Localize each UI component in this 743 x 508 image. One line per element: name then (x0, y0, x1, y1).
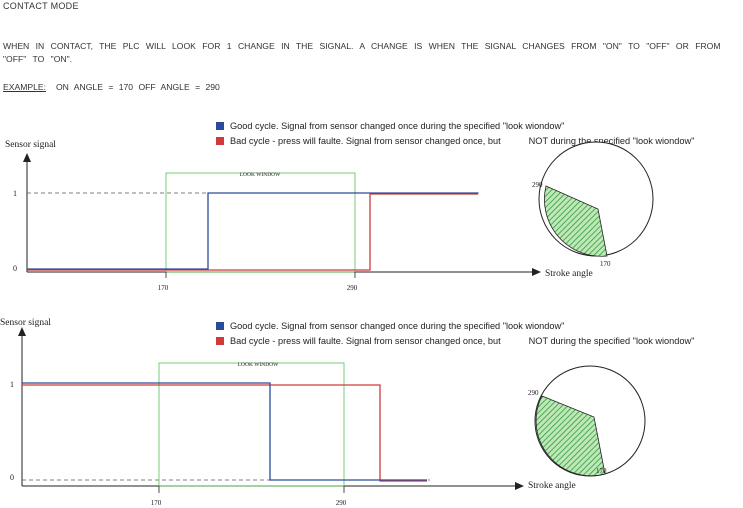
y-tick-high: 1 (13, 189, 17, 198)
look-window (158, 362, 345, 487)
legend-bad-text-2: NOT during the specified "look wiondow" (528, 336, 695, 346)
look-window-label: LOOK WINDOW (238, 362, 279, 368)
window-start-label: 170 (158, 284, 169, 292)
bad-cycle-signal (22, 384, 427, 482)
good-cycle-signal (27, 192, 478, 270)
y-axis-label: Sensor signal (0, 318, 51, 328)
y-axis-arrow (18, 327, 26, 336)
legend-bad-bottom: Bad cycle - press will faulte. Signal fr… (216, 336, 694, 346)
window-start-label: 170 (151, 499, 162, 507)
y-tick-low: 0 (13, 264, 17, 273)
legend-bad-swatch (216, 137, 224, 145)
window-end-label: 290 (347, 284, 358, 292)
look-window-sector (544, 185, 608, 257)
example-text: ON ANGLE = 170 OFF ANGLE = 290 (56, 82, 220, 92)
mode-description: WHEN IN CONTACT, THE PLC WILL LOOK FOR 1… (3, 41, 721, 64)
window-end-label: 290 (336, 499, 347, 507)
good-cycle-signal (22, 382, 427, 481)
look-window-label: LOOK WINDOW (240, 172, 281, 178)
look-window (165, 172, 356, 273)
example-line: EXAMPLE: ON ANGLE = 170 OFF ANGLE = 290 (3, 82, 220, 92)
legend-bad-text: Bad cycle - press will faulte. Signal fr… (230, 336, 501, 346)
legend-good-swatch (216, 122, 224, 130)
legend-good-text: Good cycle. Signal from sensor changed o… (230, 121, 565, 131)
legend-good-swatch (216, 322, 224, 330)
legend-good-text: Good cycle. Signal from sensor changed o… (230, 321, 565, 331)
y-tick-low: 0 (10, 473, 14, 482)
legend-bad-text-2: NOT during the specified "look wiondow" (528, 136, 695, 146)
look-window-sector (535, 395, 606, 477)
y-tick-high: 1 (10, 380, 14, 389)
dial-label-290: 290 (528, 389, 539, 397)
dial-label-170: 170 (600, 260, 611, 268)
dial-label-290: 290 (532, 181, 543, 189)
y-axis-label: Sensor signal (5, 140, 56, 150)
x-axis-arrow (532, 268, 541, 276)
diagram-top: Sensor signal Stroke angle 1 0 LOOK WIND… (5, 140, 654, 292)
dial-label-170: 170 (596, 467, 607, 475)
legend-bad-top: Bad cycle - press will faulte. Signal fr… (216, 136, 694, 146)
x-axis-arrow (515, 482, 524, 490)
page-title: CONTACT MODE (3, 1, 79, 11)
legend-good-bottom: Good cycle. Signal from sensor changed o… (216, 321, 564, 331)
legend-bad-text: Bad cycle - press will faulte. Signal fr… (230, 136, 501, 146)
legend-good-top: Good cycle. Signal from sensor changed o… (216, 121, 564, 131)
x-axis-label: Stroke angle (528, 481, 576, 491)
x-axis-label: Stroke angle (545, 269, 593, 279)
example-label: EXAMPLE: (3, 82, 46, 92)
bad-cycle-signal (27, 193, 478, 271)
legend-bad-swatch (216, 337, 224, 345)
y-axis-arrow (23, 153, 31, 162)
diagram-bottom: Sensor signal Stroke angle 1 0 LOOK WIND… (0, 318, 646, 507)
